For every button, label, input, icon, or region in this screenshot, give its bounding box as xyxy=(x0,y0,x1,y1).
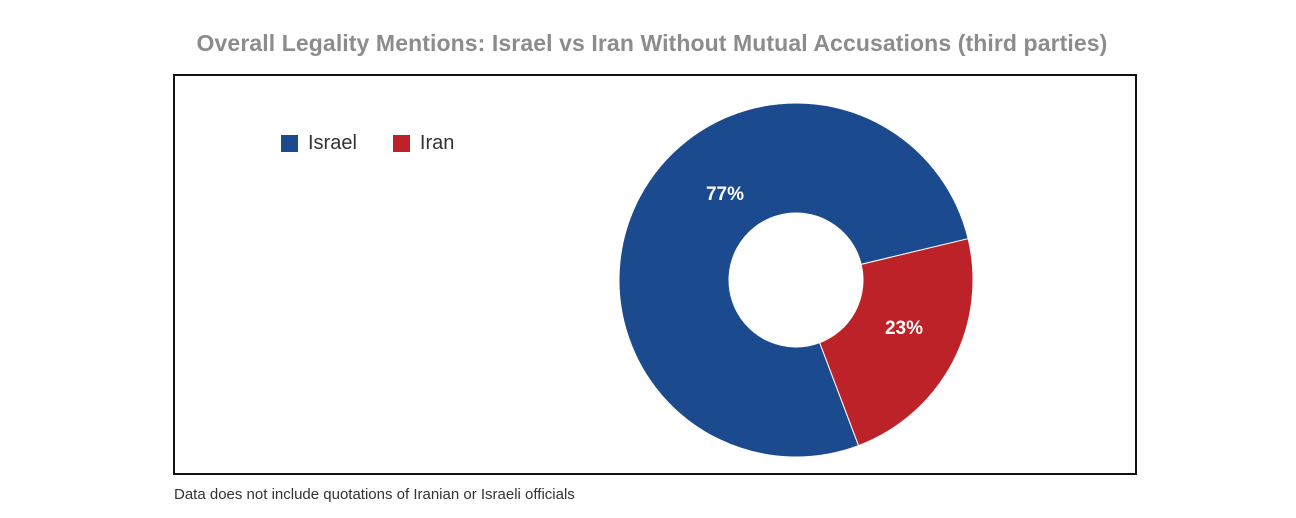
data-label-iran: 23% xyxy=(885,318,923,339)
donut-slice-iran xyxy=(819,238,974,447)
donut-slice-israel xyxy=(618,102,969,458)
chart-legend: Israel Iran xyxy=(281,132,490,155)
legend-item-iran: Iran xyxy=(392,132,455,155)
legend-swatch-israel xyxy=(281,135,298,152)
legend-label-iran: Iran xyxy=(419,132,455,154)
data-label-israel: 77% xyxy=(706,184,744,205)
chart-frame: Israel Iran 77% 23% xyxy=(173,74,1137,475)
legend-label-israel: Israel xyxy=(308,132,357,154)
legend-item-israel: Israel xyxy=(281,132,357,155)
donut-chart: 77% 23% xyxy=(618,102,974,458)
legend-swatch-iran xyxy=(392,135,410,152)
chart-title: Overall Legality Mentions: Israel vs Ira… xyxy=(196,30,1108,56)
chart-footnote: Data does not include quotations of Iran… xyxy=(174,486,575,503)
